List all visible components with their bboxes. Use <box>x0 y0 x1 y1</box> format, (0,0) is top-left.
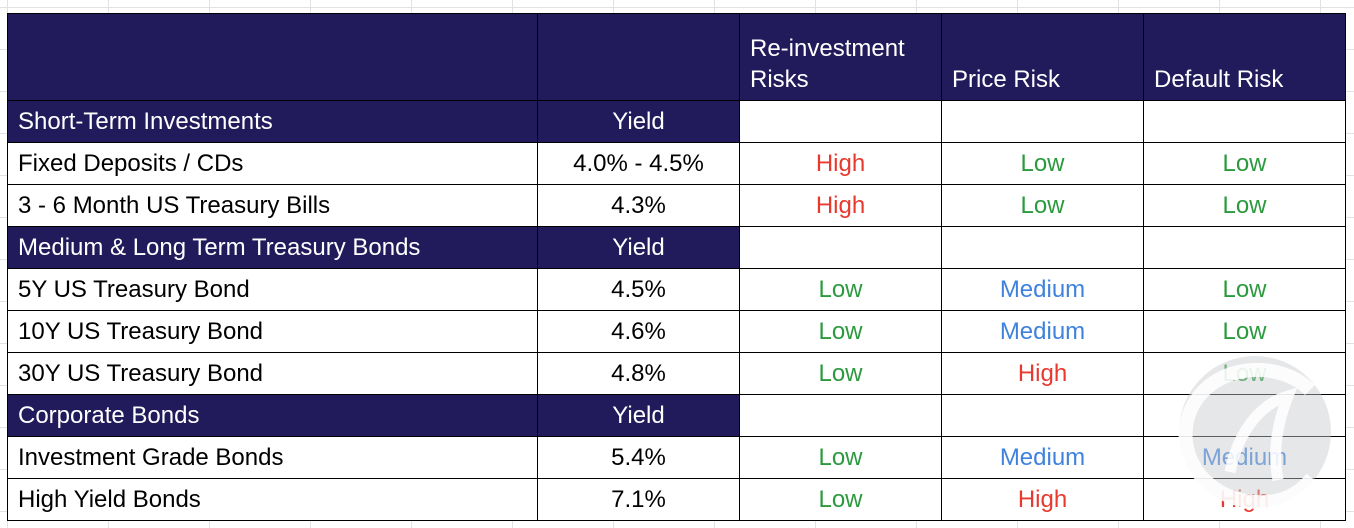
reinvestment-risk-cell[interactable]: Low <box>739 310 942 353</box>
section-yield-label-cell[interactable]: Yield <box>537 226 740 269</box>
empty-cell[interactable] <box>941 100 1144 143</box>
price-risk-cell[interactable]: Medium <box>941 436 1144 479</box>
price-risk-cell[interactable]: Low <box>941 142 1144 185</box>
section-header-row: Medium & Long Term Treasury Bonds Yield <box>7 226 1346 269</box>
empty-cell[interactable] <box>1143 226 1346 269</box>
header-reinvestment-line2: Risks <box>750 66 809 93</box>
yield-cell[interactable]: 5.4% <box>537 436 740 479</box>
header-reinvestment-line1: Re-investment <box>750 35 905 62</box>
yield-cell[interactable]: 4.0% - 4.5% <box>537 142 740 185</box>
header-cell-default-risk[interactable]: Default Risk <box>1143 13 1346 101</box>
price-risk-cell[interactable]: High <box>941 352 1144 395</box>
default-risk-cell[interactable]: Medium <box>1143 436 1346 479</box>
default-risk-cell[interactable]: Low <box>1143 268 1346 311</box>
investment-name-cell[interactable]: Fixed Deposits / CDs <box>7 142 538 185</box>
header-cell-yield[interactable] <box>537 13 740 101</box>
default-risk-cell[interactable]: High <box>1143 478 1346 521</box>
investment-name-cell[interactable]: 30Y US Treasury Bond <box>7 352 538 395</box>
table-row: 5Y US Treasury Bond 4.5% Low Medium Low <box>7 268 1346 311</box>
price-risk-cell[interactable]: Medium <box>941 268 1144 311</box>
table-row: 10Y US Treasury Bond 4.6% Low Medium Low <box>7 310 1346 353</box>
default-risk-cell[interactable]: Low <box>1143 184 1346 227</box>
investment-name-cell[interactable]: 3 - 6 Month US Treasury Bills <box>7 184 538 227</box>
reinvestment-risk-cell[interactable]: High <box>739 184 942 227</box>
section-title-cell[interactable]: Corporate Bonds <box>7 394 538 437</box>
investment-risk-table: Re-investment Risks Price Risk Default R… <box>7 13 1346 521</box>
empty-cell[interactable] <box>1143 100 1346 143</box>
table-row: Fixed Deposits / CDs 4.0% - 4.5% High Lo… <box>7 142 1346 185</box>
section-title-cell[interactable]: Medium & Long Term Treasury Bonds <box>7 226 538 269</box>
investment-name-cell[interactable]: Investment Grade Bonds <box>7 436 538 479</box>
price-risk-cell[interactable]: Low <box>941 184 1144 227</box>
section-title-cell[interactable]: Short-Term Investments <box>7 100 538 143</box>
yield-cell[interactable]: 4.8% <box>537 352 740 395</box>
table-row: High Yield Bonds 7.1% Low High High <box>7 478 1346 521</box>
table-row: Investment Grade Bonds 5.4% Low Medium M… <box>7 436 1346 479</box>
section-header-row: Corporate Bonds Yield <box>7 394 1346 437</box>
table-row: 3 - 6 Month US Treasury Bills 4.3% High … <box>7 184 1346 227</box>
yield-cell[interactable]: 4.6% <box>537 310 740 353</box>
reinvestment-risk-cell[interactable]: Low <box>739 352 942 395</box>
empty-cell[interactable] <box>739 226 942 269</box>
header-cell-name[interactable] <box>7 13 538 101</box>
default-risk-cell[interactable]: Low <box>1143 310 1346 353</box>
reinvestment-risk-cell[interactable]: High <box>739 142 942 185</box>
empty-cell[interactable] <box>1143 394 1346 437</box>
reinvestment-risk-cell[interactable]: Low <box>739 436 942 479</box>
yield-cell[interactable]: 7.1% <box>537 478 740 521</box>
table-row: 30Y US Treasury Bond 4.8% Low High Low <box>7 352 1346 395</box>
header-cell-price-risk[interactable]: Price Risk <box>941 13 1144 101</box>
investment-name-cell[interactable]: 10Y US Treasury Bond <box>7 310 538 353</box>
header-cell-reinvestment-risks[interactable]: Re-investment Risks <box>739 13 942 101</box>
price-risk-cell[interactable]: Medium <box>941 310 1144 353</box>
section-yield-label-cell[interactable]: Yield <box>537 394 740 437</box>
yield-cell[interactable]: 4.3% <box>537 184 740 227</box>
price-risk-cell[interactable]: High <box>941 478 1144 521</box>
investment-name-cell[interactable]: High Yield Bonds <box>7 478 538 521</box>
empty-cell[interactable] <box>739 394 942 437</box>
reinvestment-risk-cell[interactable]: Low <box>739 478 942 521</box>
empty-cell[interactable] <box>739 100 942 143</box>
default-risk-cell[interactable]: Low <box>1143 352 1346 395</box>
section-header-row: Short-Term Investments Yield <box>7 100 1346 143</box>
investment-name-cell[interactable]: 5Y US Treasury Bond <box>7 268 538 311</box>
header-row: Re-investment Risks Price Risk Default R… <box>7 13 1346 101</box>
default-risk-cell[interactable]: Low <box>1143 142 1346 185</box>
yield-cell[interactable]: 4.5% <box>537 268 740 311</box>
empty-cell[interactable] <box>941 226 1144 269</box>
reinvestment-risk-cell[interactable]: Low <box>739 268 942 311</box>
empty-cell[interactable] <box>941 394 1144 437</box>
section-yield-label-cell[interactable]: Yield <box>537 100 740 143</box>
